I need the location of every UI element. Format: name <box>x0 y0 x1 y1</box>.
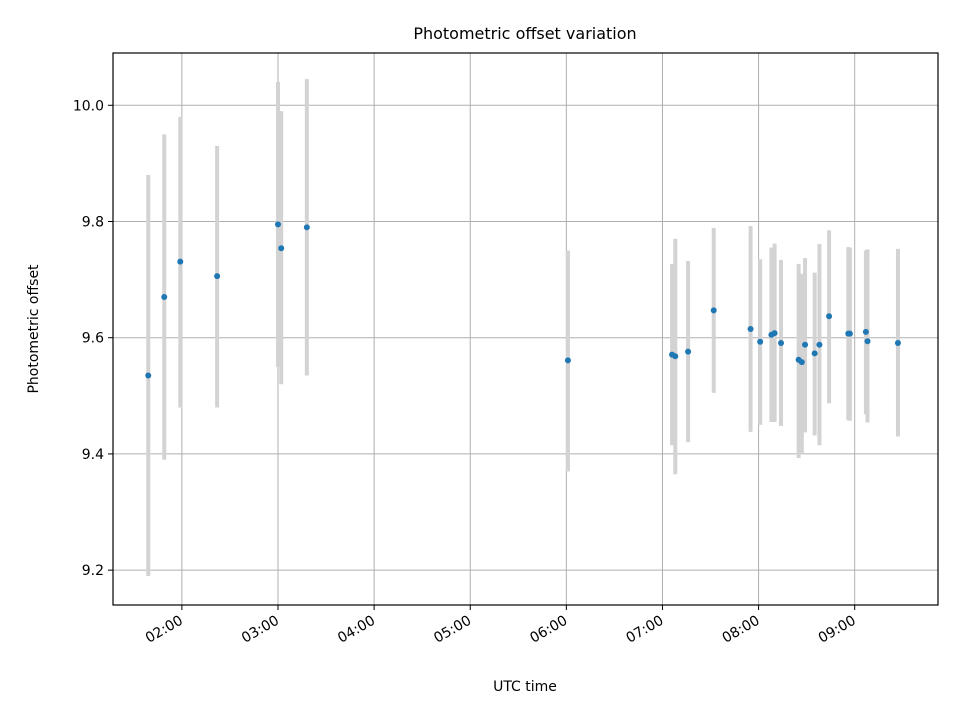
data-point <box>303 224 310 231</box>
data-point <box>864 338 871 345</box>
data-point <box>826 313 833 320</box>
y-axis-label: Photometric offset <box>26 264 42 394</box>
data-point <box>846 330 853 337</box>
data-point <box>771 330 778 337</box>
data-point <box>177 258 184 265</box>
data-point <box>757 338 764 345</box>
plot-frame <box>112 52 939 606</box>
data-point <box>710 307 717 314</box>
data-point <box>798 359 805 366</box>
data-points <box>145 221 901 379</box>
data-point <box>214 273 221 280</box>
data-point <box>802 341 809 348</box>
data-point <box>685 348 692 355</box>
chart-title: Photometric offset variation <box>413 24 636 43</box>
data-point <box>894 339 901 346</box>
data-point <box>564 357 571 364</box>
y-tick-label: 9.8 <box>82 215 104 231</box>
data-point <box>778 339 785 346</box>
data-point <box>816 341 823 348</box>
data-point <box>672 353 679 360</box>
data-point <box>811 350 818 357</box>
y-tick-label: 9.6 <box>82 331 104 347</box>
y-tick-label: 10.0 <box>73 98 104 114</box>
data-point <box>145 372 152 379</box>
data-point <box>275 221 281 228</box>
data-point <box>747 326 754 332</box>
data-point <box>862 328 869 335</box>
y-tick-label: 9.4 <box>82 447 104 463</box>
data-point <box>278 245 285 252</box>
y-axis: 9.2 9.4 9.6 9.8 10.0 <box>73 98 113 579</box>
data-point <box>161 294 168 301</box>
x-axis-label: UTC time <box>493 679 557 695</box>
y-tick-label: 9.2 <box>82 563 104 579</box>
